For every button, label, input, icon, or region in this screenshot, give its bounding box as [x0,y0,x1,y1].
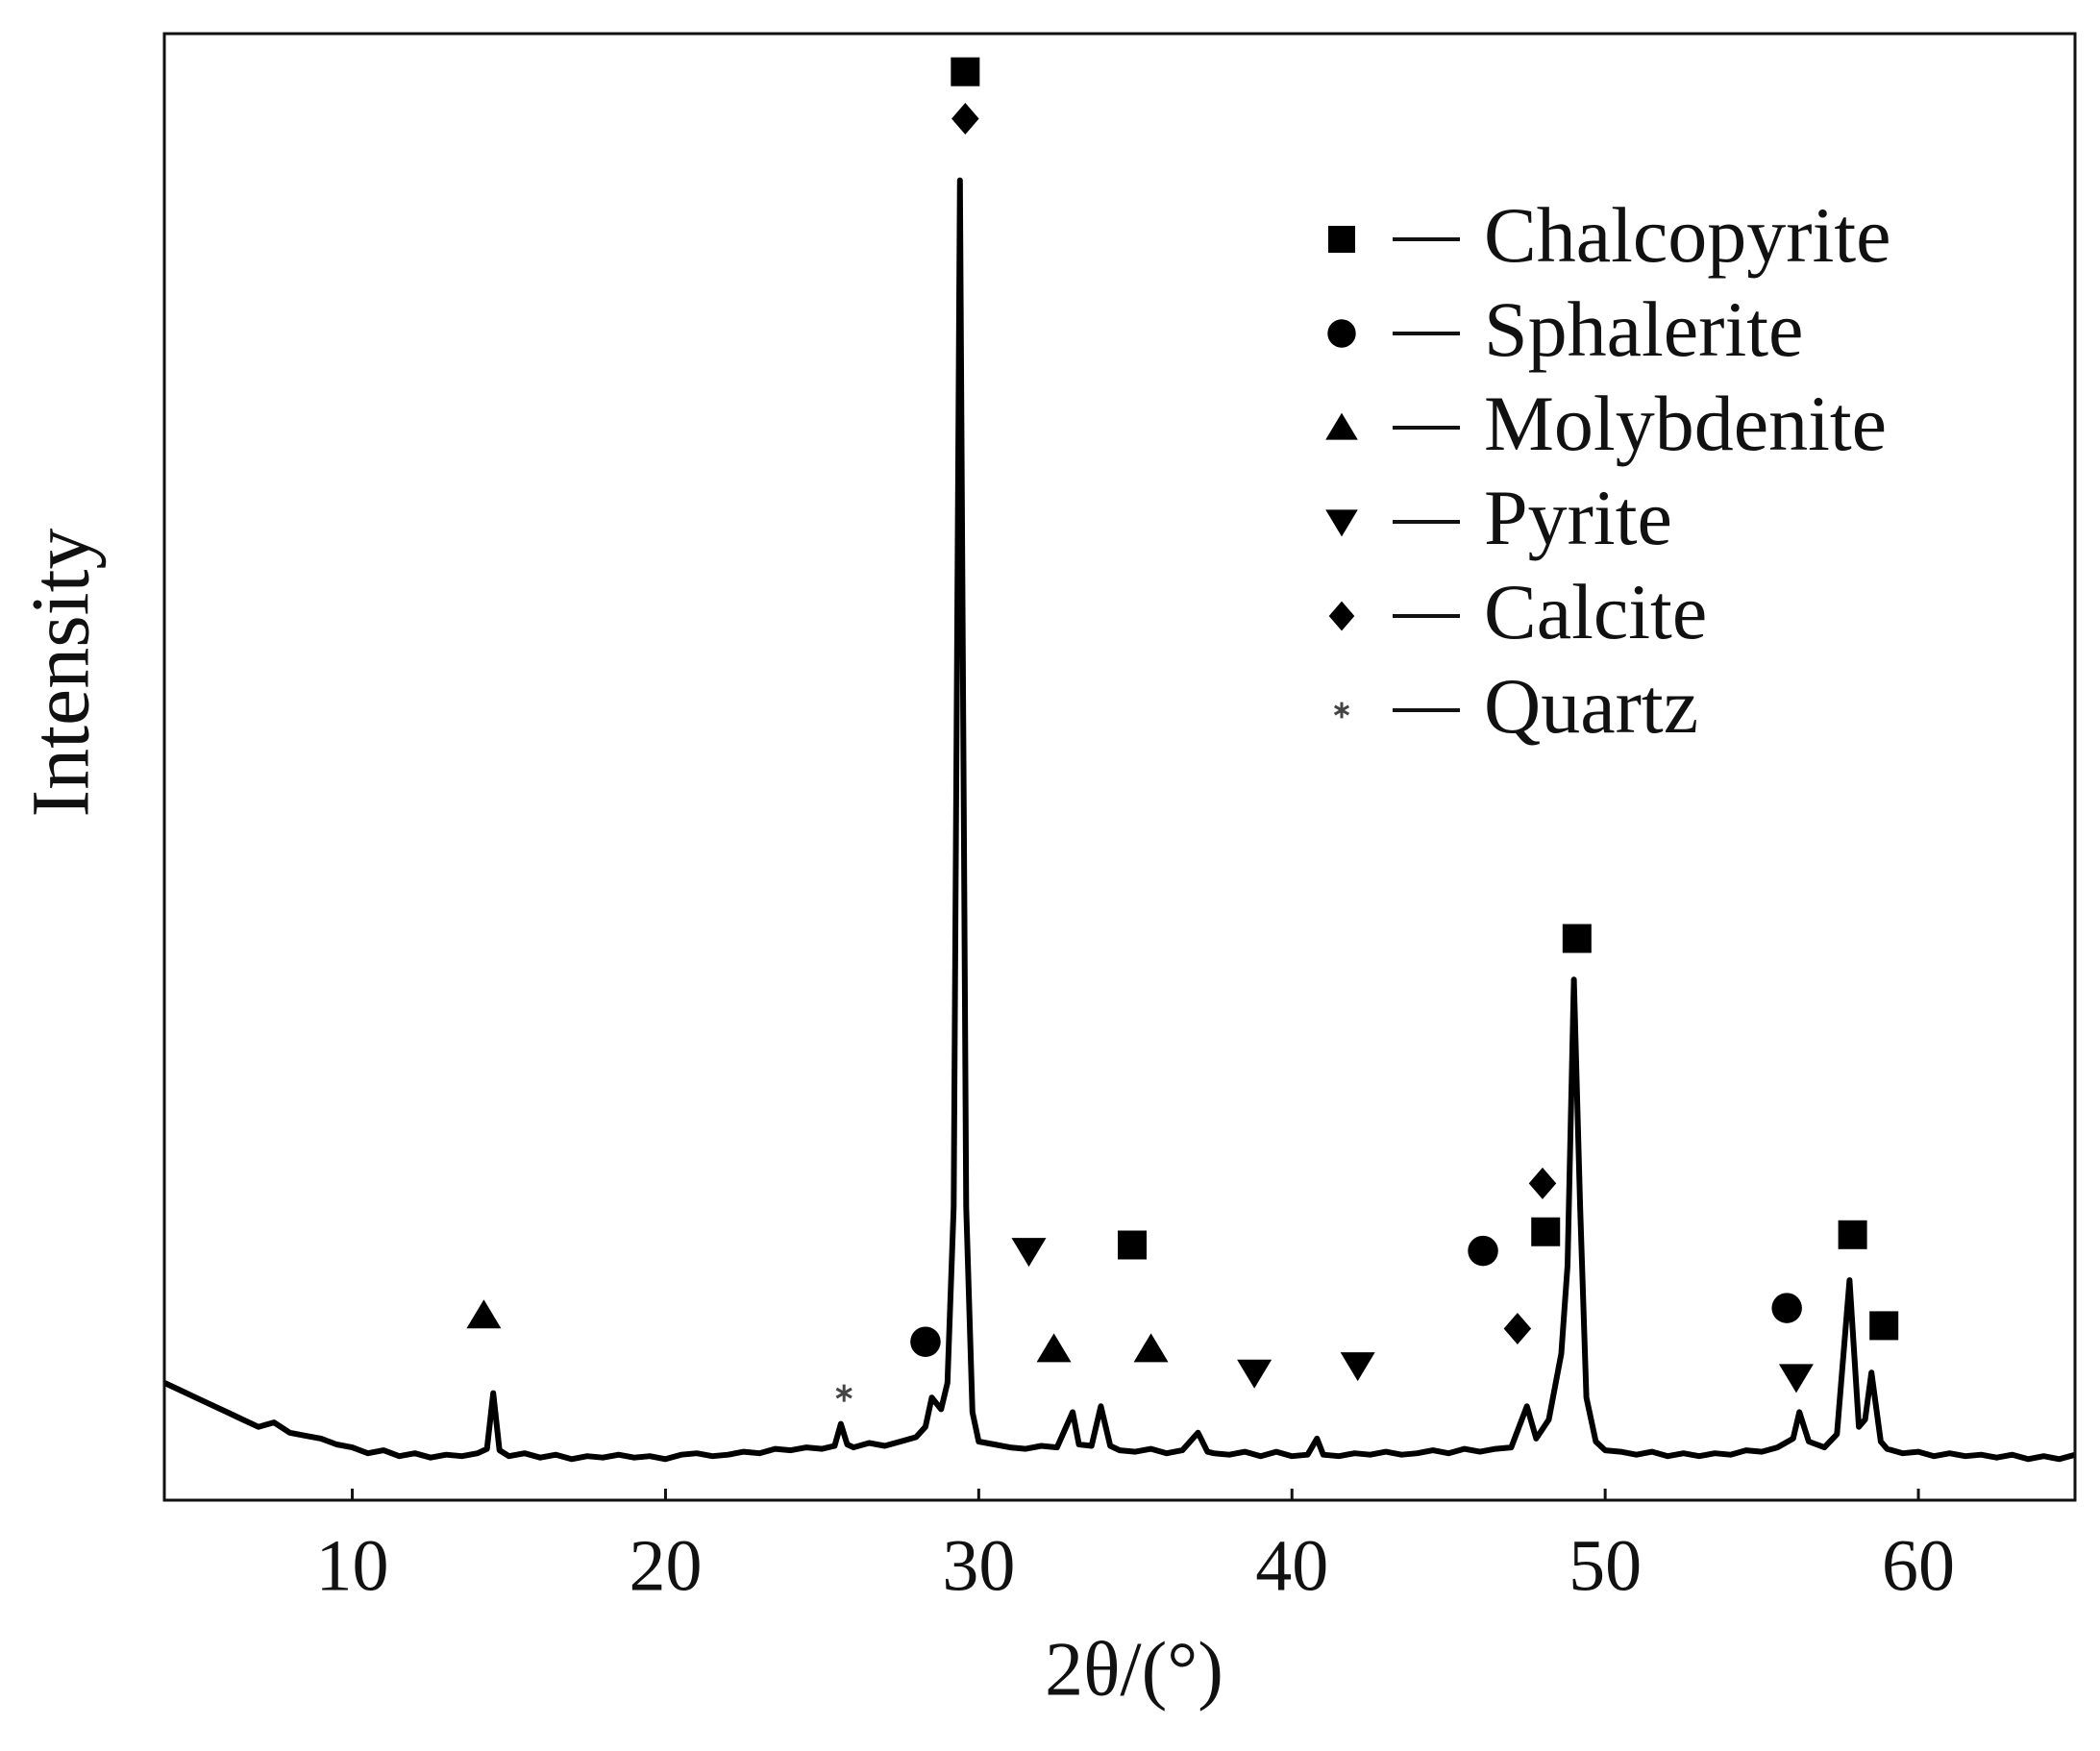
legend-label: Molybdenite [1484,380,1887,467]
legend-symbol [1325,509,1358,537]
legend-label: Pyrite [1484,474,1672,561]
phase-marker [835,1384,852,1402]
phase-marker [1562,924,1592,953]
phase-marker [1340,1352,1375,1382]
legend-symbol [1333,702,1350,719]
phase-marker [1778,1364,1814,1393]
legend-label: Quartz [1484,662,1698,750]
xrd-pattern [162,177,2076,1463]
x-axis-label: 2θ/(°) [1045,1627,1223,1712]
phase-marker [1771,1293,1802,1323]
phase-marker [1237,1359,1272,1389]
phase-marker [1118,1230,1148,1260]
legend-symbol [1325,412,1358,440]
phase-marker [1528,1167,1557,1199]
phase-marker [1133,1333,1169,1363]
legend-label: Chalcopyrite [1484,191,1891,279]
x-tick-label: 60 [1882,1525,1955,1606]
phase-marker [1011,1238,1047,1268]
x-tick-label: 10 [316,1525,389,1606]
x-tick-label: 20 [629,1525,702,1606]
phase-marker [1468,1235,1498,1267]
legend-label: Calcite [1484,568,1707,655]
phase-marker [1869,1311,1899,1341]
phase-marker [1531,1217,1561,1246]
phase-marker [1503,1312,1532,1344]
phase-marker [466,1299,502,1329]
phase-marker [1838,1220,1867,1249]
phase-marker [910,1326,941,1357]
plot-frame [162,32,2077,1502]
legend-symbol [1328,226,1355,253]
phase-marker [1036,1333,1072,1363]
legend-symbol [1328,601,1355,631]
x-tick-label: 40 [1255,1525,1328,1606]
phase-marker [951,57,980,86]
legend-label: Sphalerite [1484,285,1803,373]
legend-symbol [1327,319,1356,348]
x-tick-label: 30 [942,1525,1015,1606]
phase-marker [951,103,979,136]
x-tick-label: 50 [1569,1525,1642,1606]
y-axis-label: Intensity [14,529,107,818]
